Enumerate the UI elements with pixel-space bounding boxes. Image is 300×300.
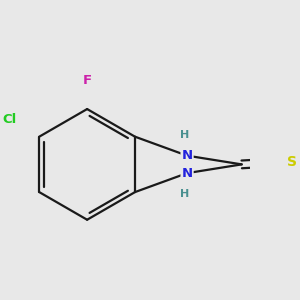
Text: N: N: [182, 167, 193, 180]
Text: H: H: [180, 130, 189, 140]
Text: S: S: [286, 154, 296, 169]
Text: Cl: Cl: [2, 113, 16, 126]
Text: F: F: [82, 74, 92, 87]
Text: H: H: [180, 189, 189, 199]
Text: N: N: [182, 149, 193, 162]
